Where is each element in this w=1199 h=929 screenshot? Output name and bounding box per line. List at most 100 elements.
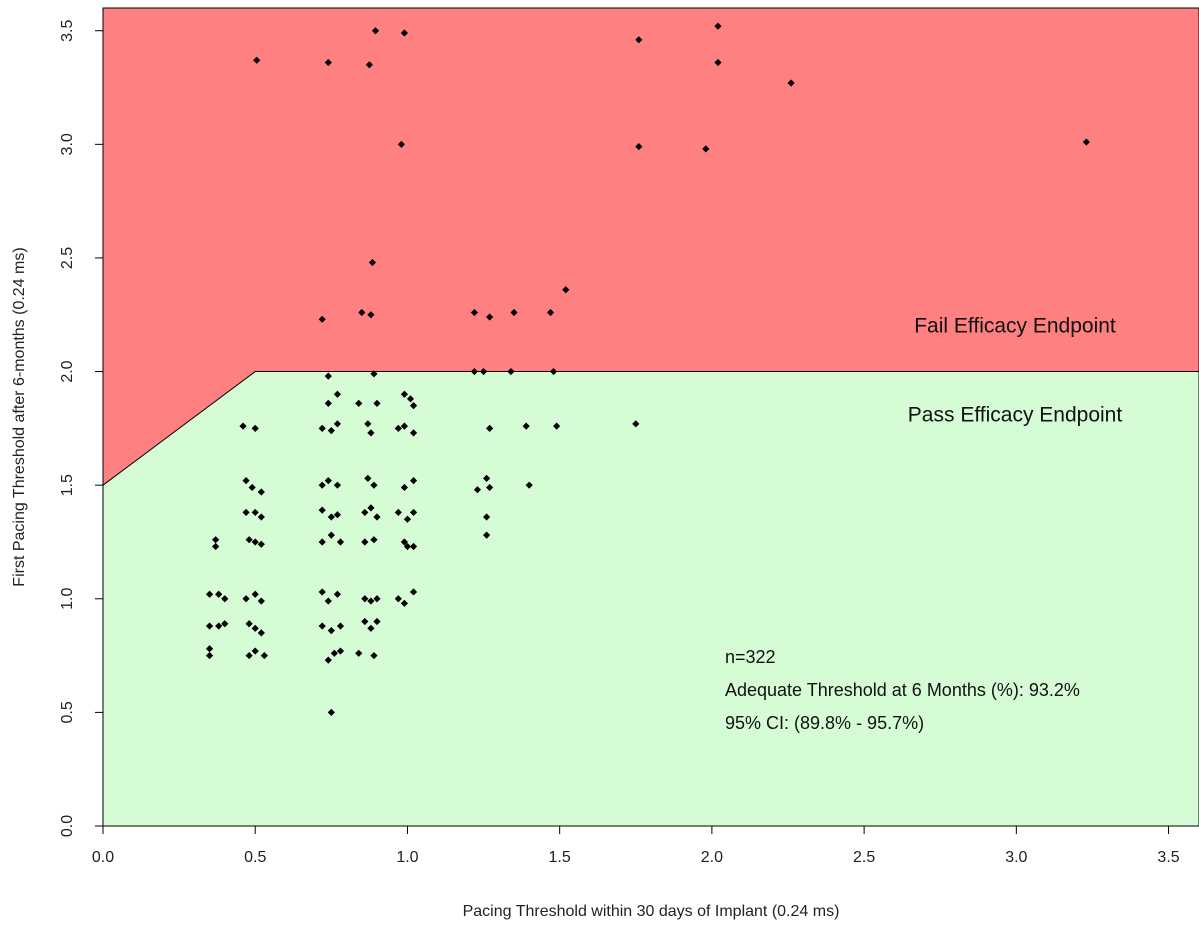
point	[400, 483, 408, 492]
point	[333, 590, 342, 598]
point	[365, 61, 373, 69]
point	[324, 597, 332, 605]
point	[470, 367, 479, 376]
point	[251, 647, 259, 655]
point	[361, 538, 369, 546]
point	[483, 474, 491, 482]
point	[333, 481, 342, 489]
point	[787, 79, 795, 87]
point	[251, 424, 259, 432]
point	[368, 258, 377, 267]
point	[245, 620, 253, 628]
region-label: Fail Efficacy Endpoint	[914, 315, 1116, 338]
point	[336, 622, 345, 630]
point	[215, 622, 223, 630]
point	[367, 597, 375, 605]
point	[215, 590, 223, 598]
point	[355, 399, 363, 407]
region-label: Pass Efficacy Endpoint	[908, 404, 1123, 427]
point	[318, 506, 326, 514]
point	[525, 481, 533, 489]
point	[361, 617, 369, 626]
point	[257, 488, 265, 496]
point	[361, 595, 369, 603]
point	[483, 531, 491, 539]
point	[409, 508, 418, 517]
point	[364, 420, 372, 428]
point	[324, 399, 332, 407]
point	[409, 402, 418, 410]
point	[257, 513, 265, 521]
y-tick-label: 0.5	[59, 701, 76, 723]
point	[400, 422, 408, 430]
point	[635, 143, 643, 151]
x-axis-title: Pacing Threshold within 30 days of Impla…	[463, 903, 840, 920]
annotation: Adequate Threshold at 6 Months (%): 93.2…	[725, 680, 1080, 700]
point	[327, 427, 335, 435]
point	[327, 626, 335, 635]
point	[409, 542, 418, 551]
y-tick-label: 1.0	[59, 588, 76, 610]
x-tick-label: 1.0	[396, 849, 418, 866]
point	[371, 27, 380, 35]
point	[507, 367, 515, 376]
x-tick-label: 3.5	[1157, 849, 1179, 866]
point	[248, 483, 256, 492]
y-tick-label: 2.0	[59, 360, 76, 382]
point	[251, 590, 259, 598]
y-tick-label: 3.5	[59, 20, 76, 42]
point	[635, 36, 643, 44]
y-tick-label: 3.0	[59, 133, 76, 155]
point	[510, 308, 518, 317]
point	[318, 424, 326, 432]
point	[318, 481, 326, 489]
point	[470, 308, 479, 317]
point	[400, 538, 408, 546]
point	[245, 536, 253, 544]
point	[251, 508, 259, 517]
x-tick-label: 0.0	[92, 849, 114, 866]
point	[336, 538, 345, 546]
point	[242, 508, 250, 517]
x-tick-label: 2.0	[701, 849, 723, 866]
point	[212, 542, 220, 551]
point	[373, 617, 381, 626]
point	[253, 56, 261, 64]
point	[318, 538, 326, 546]
annotation: n=322	[725, 647, 776, 667]
point	[479, 367, 488, 376]
point	[205, 651, 214, 660]
x-tick-label: 2.5	[853, 849, 875, 866]
point	[702, 145, 710, 153]
point	[406, 395, 415, 403]
y-tick-label: 1.5	[59, 474, 76, 496]
point	[373, 513, 381, 521]
point	[358, 308, 366, 317]
point	[370, 536, 378, 544]
x-tick-label: 0.5	[244, 849, 266, 866]
point	[333, 420, 342, 428]
y-axis-title: First Pacing Threshold after 6-months (0…	[11, 247, 28, 586]
point	[370, 481, 378, 489]
point	[364, 474, 372, 482]
point	[330, 649, 338, 657]
point	[336, 647, 345, 655]
point	[212, 536, 220, 544]
point	[324, 372, 332, 380]
annotation: 95% CI: (89.8% - 95.7%)	[725, 713, 924, 733]
point	[403, 542, 412, 551]
point	[370, 370, 378, 378]
point	[251, 538, 259, 546]
x-tick-label: 3.0	[1005, 849, 1027, 866]
point	[632, 420, 640, 428]
point	[324, 656, 332, 664]
point	[242, 595, 250, 603]
point	[714, 22, 722, 30]
point	[361, 508, 369, 517]
point	[553, 422, 561, 430]
point	[245, 651, 253, 660]
point	[324, 477, 332, 485]
point	[1082, 138, 1090, 146]
point	[367, 311, 375, 319]
point	[355, 649, 363, 657]
